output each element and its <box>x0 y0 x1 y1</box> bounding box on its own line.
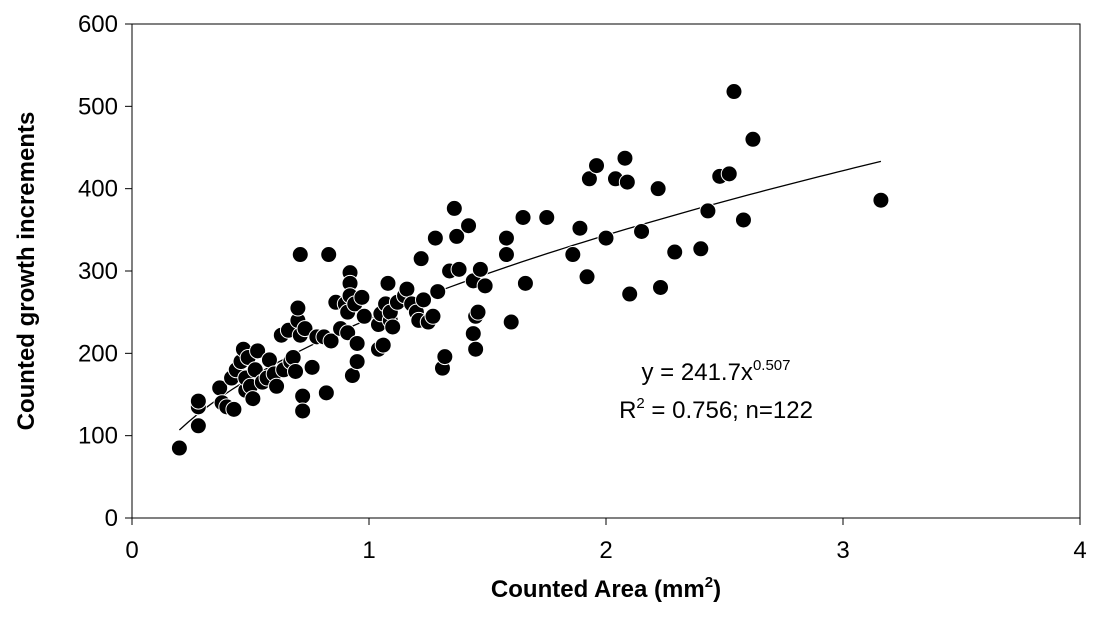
x-tick-label: 2 <box>599 537 612 564</box>
data-point <box>649 180 667 198</box>
y-tick-label: 500 <box>78 93 118 120</box>
data-point <box>580 170 598 188</box>
y-tick-label: 200 <box>78 340 118 367</box>
x-axis-ticks: 0 1 2 3 4 <box>125 518 1087 564</box>
r2-prefix: R <box>619 397 636 424</box>
x-tick-label: 4 <box>1073 537 1086 564</box>
data-point <box>497 246 515 264</box>
data-point <box>412 250 430 268</box>
data-point <box>471 260 489 278</box>
data-point <box>284 348 302 366</box>
data-point <box>476 277 494 295</box>
data-point <box>445 199 463 217</box>
data-point <box>666 243 684 261</box>
data-point <box>249 342 267 360</box>
data-point <box>170 439 188 457</box>
data-point <box>398 280 416 298</box>
data-point <box>294 402 312 420</box>
r-squared-annotation: R2 = 0.756; n=122 <box>619 395 813 424</box>
plot-area <box>131 23 1081 519</box>
x-axis-title-main: Counted Area (mm <box>491 576 705 603</box>
data-point <box>353 288 371 306</box>
x-tick-label: 1 <box>362 537 375 564</box>
x-axis-title: Counted Area (mm2) <box>491 574 721 603</box>
data-point <box>502 313 520 331</box>
data-point <box>426 229 444 247</box>
data-point <box>720 165 738 183</box>
data-point <box>287 362 305 380</box>
data-point <box>339 324 357 342</box>
data-point <box>296 320 314 338</box>
data-point <box>448 227 466 245</box>
data-point <box>268 377 286 395</box>
y-tick-label: 400 <box>78 176 118 203</box>
data-point <box>460 217 478 235</box>
data-point <box>464 325 482 343</box>
equation-main: y = 241.7x <box>642 359 753 386</box>
y-axis-title: Counted growth increments <box>13 112 40 431</box>
r2-exponent: 2 <box>636 395 644 412</box>
equation-annotation: y = 241.7x0.507 <box>642 357 791 386</box>
data-point <box>317 384 335 402</box>
data-point <box>374 336 392 354</box>
data-point <box>578 268 596 286</box>
data-point <box>571 219 589 237</box>
data-point <box>872 191 890 209</box>
data-point <box>734 211 752 229</box>
data-point <box>618 173 636 191</box>
data-point <box>189 417 207 435</box>
data-point <box>348 353 366 371</box>
data-point <box>348 334 366 352</box>
y-tick-label: 0 <box>105 505 118 532</box>
x-tick-label: 0 <box>125 537 138 564</box>
equation-exponent: 0.507 <box>753 357 791 374</box>
y-tick-label: 100 <box>78 423 118 450</box>
data-point <box>429 283 447 301</box>
data-point <box>597 229 615 247</box>
data-point <box>225 400 243 418</box>
data-point <box>436 348 454 366</box>
data-point <box>699 202 717 220</box>
data-point <box>244 390 262 408</box>
x-axis-title-end: ) <box>713 576 721 603</box>
data-point <box>497 229 515 247</box>
data-point <box>424 307 442 325</box>
data-point <box>355 307 373 325</box>
y-tick-label: 600 <box>78 11 118 38</box>
data-point <box>320 246 338 264</box>
data-point <box>469 303 487 321</box>
data-point <box>379 274 397 292</box>
data-point <box>289 299 307 317</box>
data-point <box>384 318 402 336</box>
data-point <box>621 285 639 303</box>
data-points <box>170 83 890 457</box>
data-point <box>189 392 207 410</box>
data-point <box>514 208 532 226</box>
r2-rest: = 0.756; n=122 <box>645 397 813 424</box>
data-point <box>303 358 321 376</box>
data-point <box>322 332 340 350</box>
y-axis-ticks: 0 100 200 300 400 500 600 <box>78 11 132 532</box>
data-point <box>692 240 710 258</box>
data-point <box>564 246 582 264</box>
x-tick-label: 3 <box>836 537 849 564</box>
data-point <box>744 130 762 148</box>
data-point <box>516 274 534 292</box>
data-point <box>725 83 743 101</box>
data-point <box>467 340 485 358</box>
data-point <box>538 208 556 226</box>
data-point <box>588 157 606 175</box>
data-point <box>415 291 433 309</box>
y-tick-label: 300 <box>78 258 118 285</box>
data-point <box>294 387 312 405</box>
data-point <box>616 149 634 167</box>
data-point <box>633 222 651 240</box>
data-point <box>291 246 309 264</box>
data-point <box>652 278 670 296</box>
data-point <box>450 260 468 278</box>
x-axis-title-sup: 2 <box>705 574 713 591</box>
